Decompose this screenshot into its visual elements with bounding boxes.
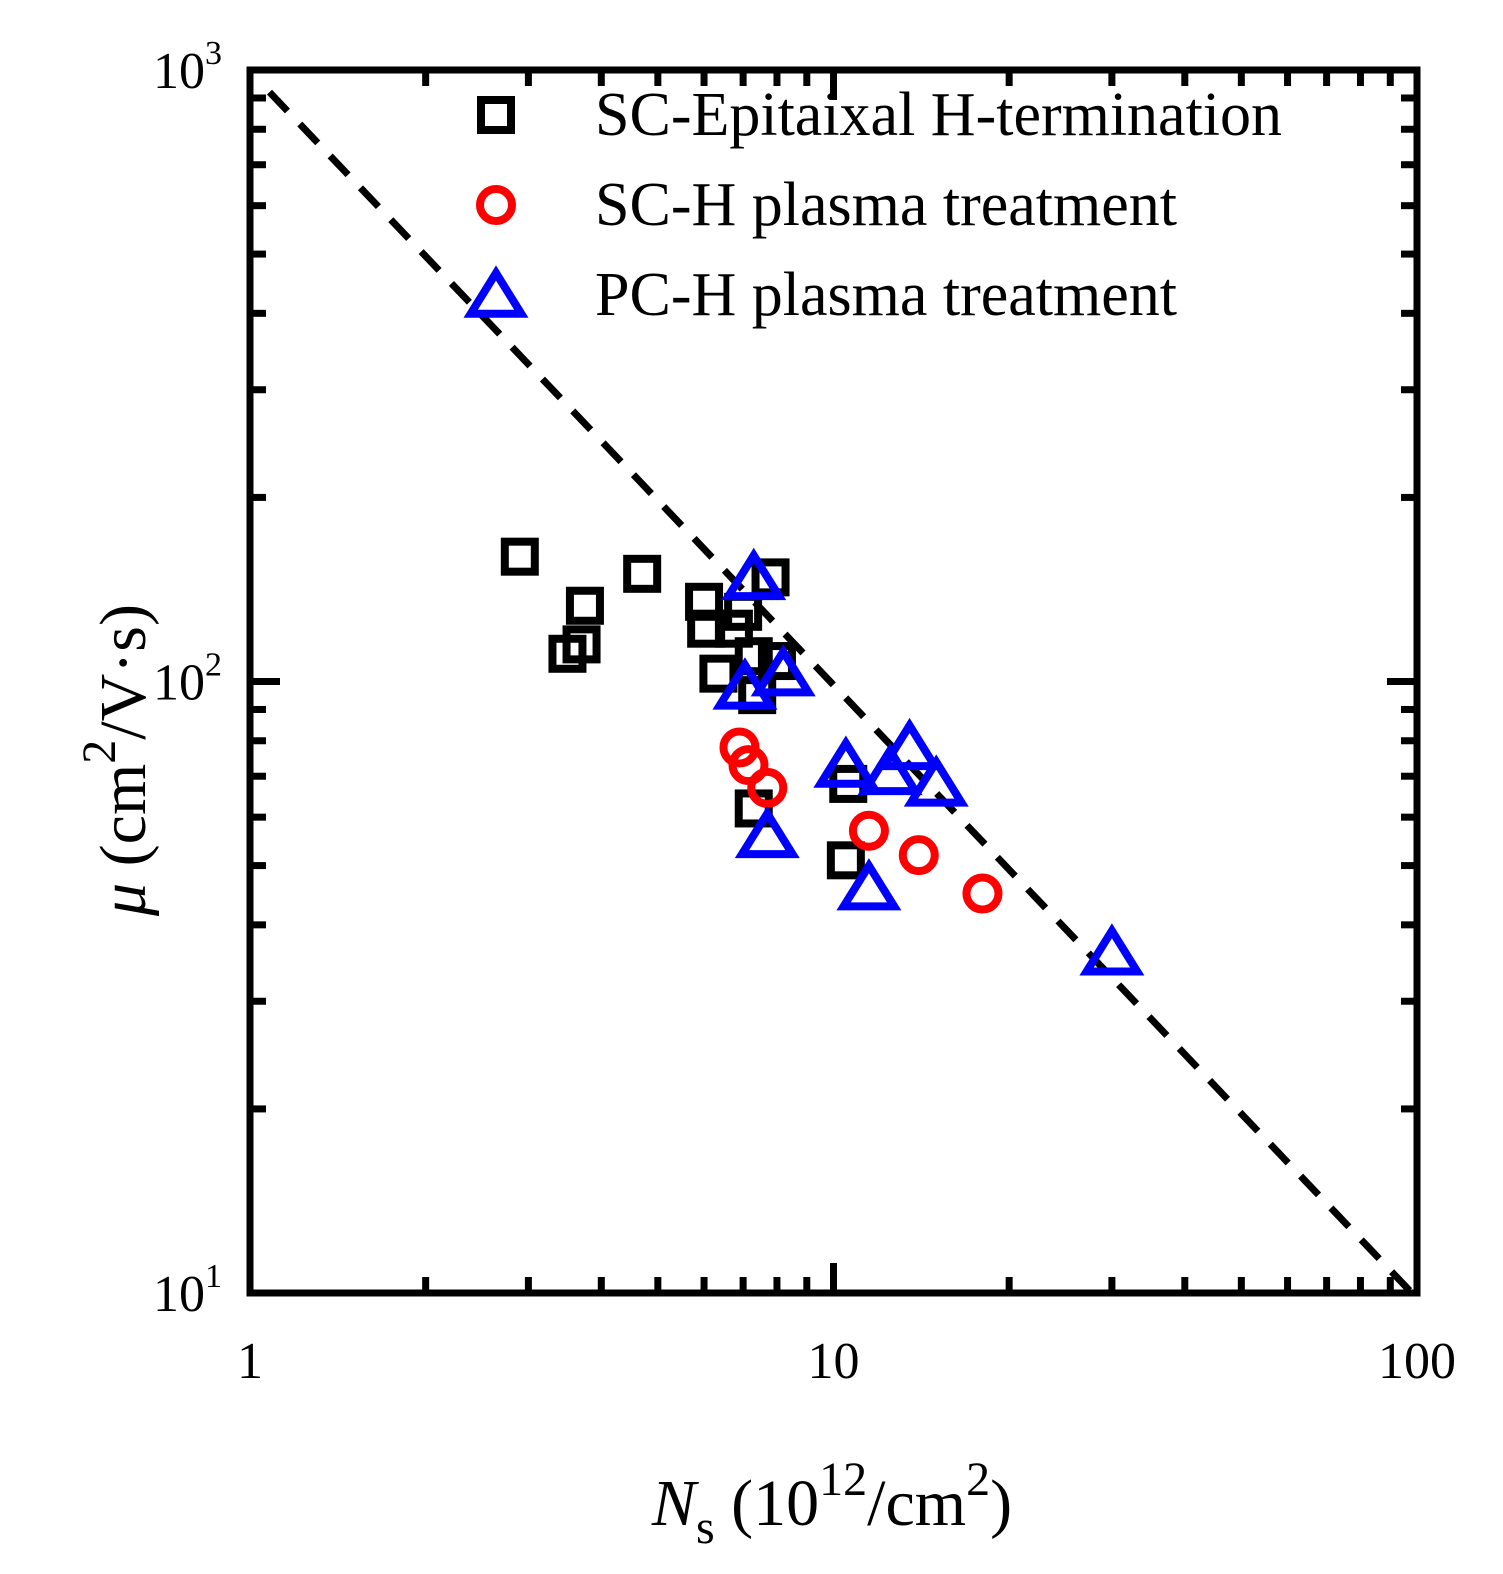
x-axis-subscript: s	[696, 1501, 715, 1554]
legend-square-icon	[477, 96, 515, 134]
legend-circle-icon	[476, 185, 516, 225]
legend-label-sc-epitaxial: SC-Epitaixal H-termination	[595, 81, 1282, 149]
x-axis-unit-close: )	[990, 1467, 1012, 1540]
circle-point	[747, 767, 788, 808]
square-point	[500, 537, 539, 576]
legend-label-sc-h-plasma: SC-H plasma treatment	[595, 171, 1177, 239]
circle-point	[848, 810, 889, 851]
circle-point	[898, 835, 939, 876]
y-tick-label: 103	[153, 35, 222, 100]
x-axis-title: Ns (1012/cm2)	[651, 1453, 1012, 1554]
legend-marker-square	[477, 96, 515, 134]
triangle-point	[836, 858, 902, 911]
triangle-point	[750, 644, 816, 697]
y-axis-unit-close: /V·s)	[87, 604, 160, 740]
y-tick-label: 102	[153, 647, 222, 712]
triangle-point	[721, 547, 787, 601]
legend: SC-Epitaixal H-termination SC-H plasma t…	[463, 81, 1282, 329]
x-axis-unit-mid: /cm	[867, 1467, 966, 1540]
x-axis-symbol: N	[651, 1467, 700, 1540]
triangle-point	[813, 735, 879, 788]
x-axis-unit-open: (10	[715, 1467, 819, 1540]
square-point	[562, 625, 601, 664]
y-axis-unit-superscript: 2	[73, 740, 126, 764]
fit-line	[266, 89, 1415, 1296]
square-point	[623, 554, 662, 593]
data-points	[500, 537, 1145, 976]
triangle-point	[903, 754, 969, 807]
x-axis-unit-superscript-2: 2	[966, 1453, 990, 1506]
square-point	[699, 654, 738, 693]
triangle-point	[712, 657, 778, 710]
x-axis-unit-superscript: 12	[819, 1453, 867, 1506]
y-axis-title: μ (cm2/V·s)	[73, 604, 160, 917]
circle-point	[962, 873, 1003, 914]
triangle-point	[857, 742, 923, 796]
square-point	[565, 586, 604, 625]
square-point	[826, 841, 865, 880]
legend-marker-triangle	[463, 265, 529, 318]
legend-triangle-icon	[463, 265, 529, 318]
x-tick-label: 1	[237, 1333, 263, 1390]
plot-frame	[246, 66, 1421, 1297]
y-axis-unit-open: (cm	[87, 764, 160, 883]
y-tick-label: 101	[153, 1258, 222, 1323]
fit-line-layer	[266, 89, 1415, 1296]
legend-label-pc-h-plasma: PC-H plasma treatment	[595, 261, 1177, 329]
triangle-point	[877, 717, 943, 771]
x-tick-label: 10	[808, 1333, 860, 1390]
y-axis-symbol: μ	[87, 883, 160, 917]
x-tick-label: 100	[1378, 1333, 1456, 1390]
legend-marker-circle	[476, 185, 516, 225]
square-point	[734, 637, 773, 676]
tick-labels: 1 10 100 101 102 103	[153, 35, 1456, 1390]
triangle-point	[734, 805, 800, 859]
triangle-point	[1079, 923, 1145, 976]
